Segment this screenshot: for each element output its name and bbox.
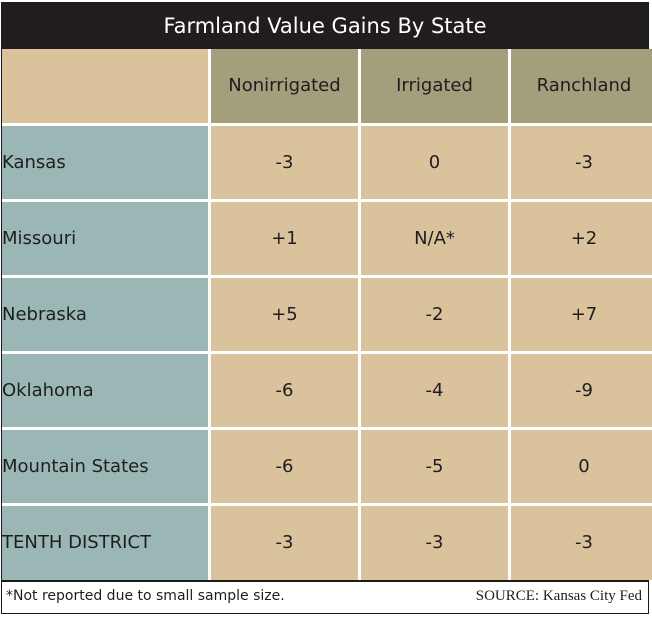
table-row: Kansas -3 0 -3	[2, 122, 652, 202]
cell-irrigated: 0	[358, 122, 511, 202]
state-label: Nebraska	[2, 274, 211, 354]
table-row: TENTH DISTRICT -3 -3 -3	[2, 502, 652, 580]
cell-nonirrigated: -6	[208, 426, 361, 506]
column-header-nonirrigated: Nonirrigated	[208, 49, 361, 126]
cell-nonirrigated: +1	[208, 198, 361, 278]
cell-nonirrigated: -6	[208, 350, 361, 430]
footnote: *Not reported due to small sample size.	[6, 588, 285, 604]
column-header-irrigated: Irrigated	[358, 49, 511, 126]
corner-cell	[2, 49, 211, 126]
data-table: Nonirrigated Irrigated Ranchland Kansas …	[2, 49, 652, 580]
cell-nonirrigated: -3	[208, 502, 361, 580]
cell-irrigated: N/A*	[358, 198, 511, 278]
cell-nonirrigated: -3	[208, 122, 361, 202]
cell-irrigated: -4	[358, 350, 511, 430]
cell-ranchland: 0	[508, 426, 652, 506]
cell-ranchland: -9	[508, 350, 652, 430]
cell-irrigated: -3	[358, 502, 511, 580]
cell-ranchland: -3	[508, 502, 652, 580]
table-row: Missouri +1 N/A* +2	[2, 198, 652, 278]
cell-irrigated: -2	[358, 274, 511, 354]
cell-irrigated: -5	[358, 426, 511, 506]
cell-ranchland: +2	[508, 198, 652, 278]
footer-divider	[2, 580, 648, 582]
state-label: Kansas	[2, 122, 211, 202]
table-row: Nebraska +5 -2 +7	[2, 274, 652, 354]
column-header-ranchland: Ranchland	[508, 49, 652, 126]
state-label: Mountain States	[2, 426, 211, 506]
cell-ranchland: +7	[508, 274, 652, 354]
state-label: TENTH DISTRICT	[2, 502, 211, 580]
cell-nonirrigated: +5	[208, 274, 361, 354]
chart-title: Farmland Value Gains By State	[2, 3, 648, 49]
table-row: Oklahoma -6 -4 -9	[2, 350, 652, 430]
state-label: Oklahoma	[2, 350, 211, 430]
header-row: Nonirrigated Irrigated Ranchland	[2, 49, 652, 126]
table-row: Mountain States -6 -5 0	[2, 426, 652, 506]
state-label: Missouri	[2, 198, 211, 278]
source-credit: SOURCE: Kansas City Fed	[475, 588, 642, 604]
cell-ranchland: -3	[508, 122, 652, 202]
